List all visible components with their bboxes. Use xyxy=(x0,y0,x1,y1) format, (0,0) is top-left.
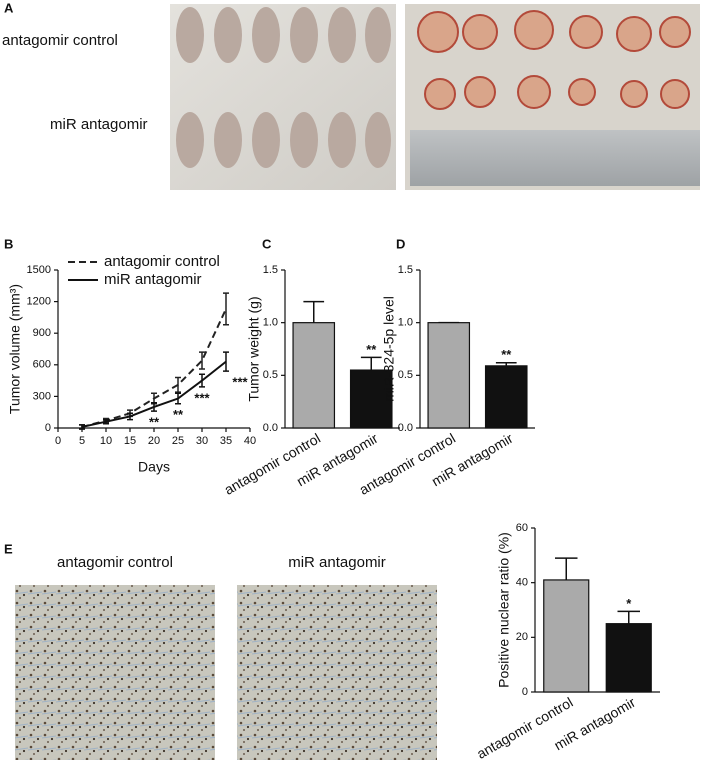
panel-label: A xyxy=(4,0,14,15)
x-tick-label: antagomir control xyxy=(221,430,323,498)
annotation: *** xyxy=(232,375,248,390)
y-axis-label: Tumor weight (g) xyxy=(246,296,262,401)
y-tick-label: 40 xyxy=(516,577,528,589)
annotation: *** xyxy=(194,390,210,405)
y-tick-label: 60 xyxy=(516,522,528,534)
photo-label: miR antagomir xyxy=(288,554,386,571)
error-bar xyxy=(199,373,205,388)
y-tick-label: 1.5 xyxy=(398,264,413,276)
y-tick-label: 0.5 xyxy=(263,369,278,381)
x-tick-label: 15 xyxy=(124,435,136,447)
mice-photo xyxy=(170,4,396,190)
x-tick-label: 35 xyxy=(220,435,232,447)
bar xyxy=(605,623,652,693)
panel-label: B xyxy=(4,236,13,251)
x-axis-label: Days xyxy=(138,459,170,475)
y-tick-label: 1.0 xyxy=(263,317,278,329)
y-tick-label: 0 xyxy=(45,422,51,434)
error-bar xyxy=(555,557,578,580)
error-bar xyxy=(199,351,205,370)
y-tick-label: 1.0 xyxy=(398,317,413,329)
photo-label: antagomir control xyxy=(57,554,173,571)
photo-label: miR antagomir xyxy=(50,116,148,133)
error-bar xyxy=(151,401,157,412)
mice xyxy=(176,7,391,168)
ihc-photo xyxy=(237,585,437,760)
annotation: ** xyxy=(366,342,377,357)
bar xyxy=(292,322,336,429)
x-tick-label: 0 xyxy=(55,435,61,447)
error-bar xyxy=(303,300,325,323)
x-tick-label: 25 xyxy=(172,435,184,447)
y-tick-label: 900 xyxy=(33,327,51,339)
error-bar xyxy=(79,424,85,430)
y-tick-label: 1500 xyxy=(27,264,51,276)
bar xyxy=(427,322,471,429)
annotation: ** xyxy=(149,415,160,430)
error-bar xyxy=(223,351,229,372)
x-tick-label: 5 xyxy=(79,435,85,447)
annotation: * xyxy=(626,596,632,611)
error-bar xyxy=(175,376,181,393)
y-axis-label: Tumor volume (mm³) xyxy=(7,284,23,414)
error-bar xyxy=(103,418,109,425)
y-tick-label: 0.0 xyxy=(263,422,278,434)
y-tick-label: 1.5 xyxy=(263,264,278,276)
ihc-photo xyxy=(15,585,215,760)
y-tick-label: 0.0 xyxy=(398,422,413,434)
error-bar xyxy=(360,356,382,371)
photo-label: antagomir control xyxy=(2,32,118,49)
y-tick-label: 1200 xyxy=(27,296,51,308)
y-tick-label: 0.5 xyxy=(398,369,413,381)
annotation: ** xyxy=(173,407,184,422)
legend-label: antagomir control xyxy=(104,253,220,270)
bar xyxy=(484,365,528,429)
ruler xyxy=(410,130,700,186)
error-bar xyxy=(127,412,133,421)
y-tick-label: 0 xyxy=(522,686,528,698)
bar xyxy=(543,579,590,693)
x-tick-label: 20 xyxy=(148,435,160,447)
tumors xyxy=(417,10,691,110)
y-tick-label: 300 xyxy=(33,390,51,402)
x-tick-label: 40 xyxy=(244,435,256,447)
x-tick-label: 30 xyxy=(196,435,208,447)
legend-label: miR antagomir xyxy=(104,271,202,288)
error-bar xyxy=(175,392,181,405)
panel-label: C xyxy=(262,236,272,251)
y-axis-label: miR-324-5p level xyxy=(381,296,397,402)
y-tick-label: 600 xyxy=(33,359,51,371)
y-tick-label: 20 xyxy=(516,631,528,643)
panel-label: E xyxy=(4,541,13,556)
bar xyxy=(349,369,393,429)
error-bar xyxy=(617,610,640,624)
panel-label: D xyxy=(396,236,405,251)
error-bar xyxy=(223,292,229,326)
y-axis-label: Positive nuclear ratio (%) xyxy=(496,532,512,688)
annotation: ** xyxy=(501,347,512,362)
x-tick-label: 10 xyxy=(100,435,112,447)
